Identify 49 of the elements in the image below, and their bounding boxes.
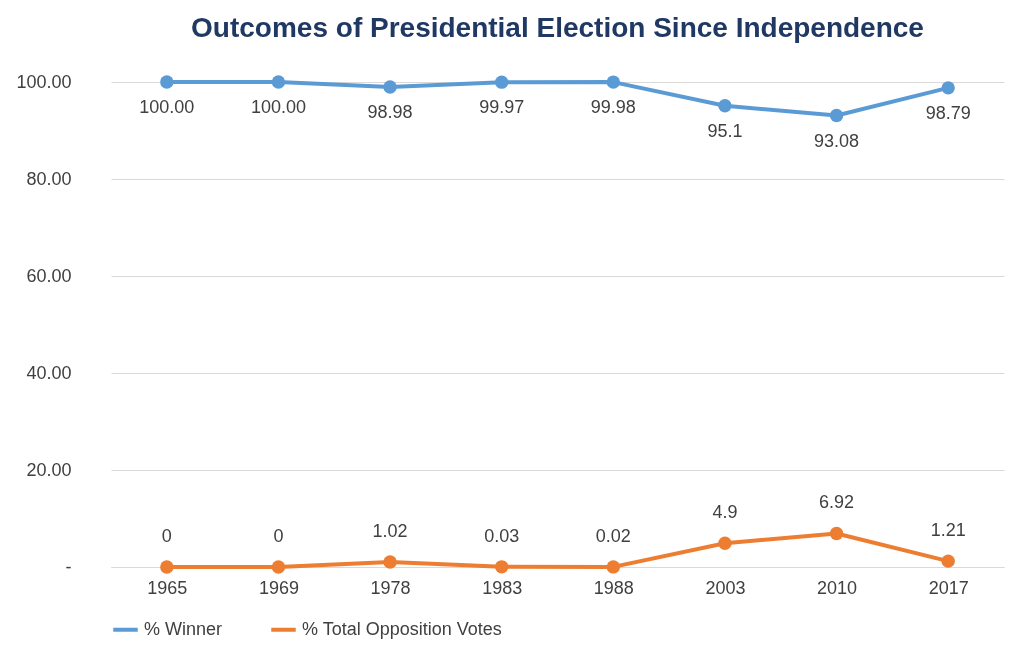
data-label: 0.02: [595, 525, 631, 546]
data-label: 98.79: [925, 102, 971, 123]
x-tick-label: 2010: [817, 577, 858, 598]
point: [718, 99, 732, 113]
data-label: 95.1: [707, 120, 743, 141]
point: [383, 80, 397, 94]
data-label: 0.03: [484, 525, 520, 546]
x-tick-label: 1969: [258, 577, 299, 598]
data-label: 100.00: [139, 97, 195, 117]
point: [829, 108, 844, 123]
point: [271, 560, 286, 574]
y-tick-label: 100.00: [16, 71, 72, 92]
point: [606, 75, 621, 89]
point: [160, 75, 174, 89]
point: [941, 554, 955, 568]
point: [829, 526, 844, 541]
data-label: 4.9: [712, 502, 738, 523]
x-tick-label: 2003: [705, 577, 746, 598]
point: [606, 560, 621, 574]
x-tick-label: 1988: [593, 577, 634, 598]
x-tick-label: 1978: [370, 577, 411, 598]
legend-label: % Total Opposition Votes: [302, 618, 502, 639]
y-tick-label: -: [65, 556, 72, 577]
point: [718, 536, 732, 550]
y-tick-label: 40.00: [26, 362, 72, 383]
legend-label: % Winner: [144, 618, 223, 639]
data-label: 100.00: [250, 97, 306, 117]
data-label: 0: [273, 526, 284, 546]
data-label: 0: [161, 526, 172, 546]
chart-title: Outcomes of Presidential Election Since Independence: [191, 12, 924, 43]
y-tick-label: 20.00: [26, 459, 72, 480]
point: [160, 560, 174, 574]
x-tick-label: 1965: [147, 577, 188, 598]
data-label: 99.98: [590, 97, 636, 118]
data-label: 6.92: [819, 492, 855, 513]
x-tick-label: 2017: [928, 577, 969, 598]
point: [494, 560, 509, 574]
point: [941, 81, 955, 95]
point: [494, 75, 509, 89]
data-label: 98.98: [367, 101, 413, 122]
point: [271, 75, 286, 89]
data-label: 1.21: [930, 520, 966, 541]
data-label: 1.02: [372, 521, 408, 542]
point: [383, 555, 397, 569]
y-tick-label: 60.00: [26, 265, 72, 286]
x-tick-label: 1983: [482, 577, 523, 598]
data-label: 99.97: [479, 97, 525, 118]
data-label: 93.08: [814, 130, 860, 151]
y-tick-label: 80.00: [26, 168, 72, 189]
